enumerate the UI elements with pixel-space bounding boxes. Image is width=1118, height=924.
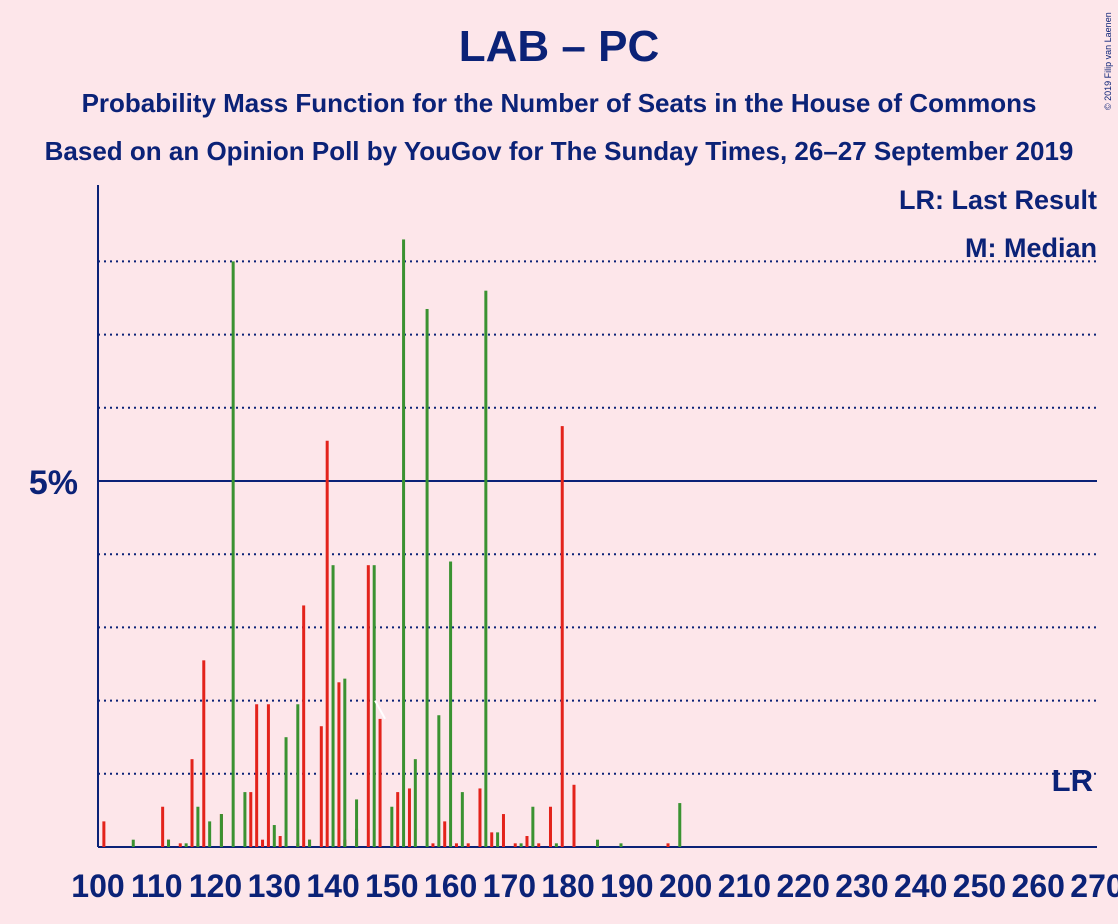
bar-red-131 (278, 836, 282, 847)
x-tick-label: 140 (306, 868, 359, 904)
bar-red-146 (366, 565, 370, 847)
bar-green-112 (167, 839, 171, 847)
bar-red-114 (178, 843, 182, 847)
bar-green-162 (460, 792, 464, 847)
bar-green-178 (554, 843, 558, 847)
bar-red-141 (337, 682, 341, 847)
bar-red-127 (255, 704, 259, 847)
bar-green-119 (208, 821, 212, 847)
bar-green-140 (331, 565, 335, 847)
bar-red-148 (378, 718, 382, 847)
chart-title: LAB – PC (458, 22, 660, 71)
bar-green-130 (272, 825, 276, 847)
x-tick-label: 180 (541, 868, 594, 904)
bar-green-121 (219, 814, 223, 847)
y-tick-label: 5% (29, 464, 78, 502)
bar-red-177 (548, 806, 552, 847)
bar-green-123 (231, 261, 235, 847)
bar-green-160 (449, 561, 453, 847)
bar-green-106 (131, 839, 135, 847)
bar-red-118 (202, 660, 206, 847)
chart-subtitle: Probability Mass Function for the Number… (81, 88, 1037, 118)
bar-green-168 (496, 832, 500, 847)
bar-green-132 (284, 737, 288, 847)
bar-green-185 (596, 839, 599, 847)
bar-red-129 (266, 704, 270, 847)
bar-green-154 (413, 759, 417, 847)
bar-green-142 (343, 678, 347, 847)
bar-green-150 (390, 806, 394, 847)
bar-red-138 (319, 726, 323, 847)
bar-green-152 (402, 239, 406, 847)
bar-green-115 (184, 843, 188, 847)
bar-green-199 (678, 803, 682, 847)
median-marker (374, 700, 386, 720)
bar-green-156 (425, 308, 429, 848)
bar-red-181 (572, 784, 576, 847)
x-tick-label: 210 (718, 868, 771, 904)
x-tick-label: 110 (131, 868, 183, 904)
bar-red-153 (407, 788, 411, 847)
last-result-label: LR (1052, 763, 1093, 798)
bar-green-117 (196, 806, 200, 847)
bar-red-197 (666, 843, 670, 847)
chart-source: Based on an Opinion Poll by YouGov for T… (44, 136, 1074, 166)
bar-red-126 (249, 792, 253, 847)
bar-green-125 (243, 792, 247, 847)
bar-red-116 (190, 759, 194, 847)
x-tick-label: 260 (1012, 868, 1065, 904)
x-tick-label: 200 (659, 868, 712, 904)
bar-green-136 (308, 839, 312, 847)
bar-green-172 (519, 843, 523, 847)
bar-red-161 (454, 843, 458, 847)
bar-red-128 (261, 839, 265, 847)
x-tick-label: 220 (776, 868, 829, 904)
x-tick-label: 240 (894, 868, 947, 904)
x-tick-label: 270 (1070, 868, 1118, 904)
x-tick-label: 190 (600, 868, 653, 904)
bar-red-173 (525, 836, 529, 847)
bar-red-175 (537, 843, 541, 847)
legend-last-result: LR: Last Result (899, 185, 1097, 215)
bar-green-158 (437, 715, 441, 847)
bar-red-139 (325, 440, 329, 847)
x-tick-label: 170 (483, 868, 536, 904)
bar-green-189 (619, 843, 623, 847)
bar-red-179 (560, 426, 564, 847)
bar-green-166 (484, 290, 488, 847)
bar-red-167 (490, 832, 494, 847)
x-tick-label: 160 (424, 868, 477, 904)
bar-red-135 (302, 605, 306, 847)
bar-green-174 (531, 806, 535, 847)
x-tick-label: 100 (71, 868, 124, 904)
bar-red-171 (513, 843, 517, 847)
bar-red-111 (161, 806, 165, 847)
bar-red-151 (396, 792, 400, 847)
x-tick-label: 150 (365, 868, 418, 904)
bar-red-159 (443, 821, 447, 847)
bar-green-144 (355, 799, 359, 847)
x-tick-label: 250 (953, 868, 1006, 904)
bar-green-147 (372, 565, 376, 847)
bar-red-165 (478, 788, 482, 847)
bar-green-134 (296, 704, 300, 847)
bar-red-157 (431, 843, 435, 847)
bar-red-163 (466, 843, 470, 847)
x-tick-label: 120 (189, 868, 242, 904)
x-tick-label: 130 (248, 868, 301, 904)
x-tick-label: 230 (835, 868, 888, 904)
legend-median: M: Median (965, 233, 1097, 263)
bar-red-169 (501, 814, 505, 847)
bar-red-101 (102, 821, 106, 847)
